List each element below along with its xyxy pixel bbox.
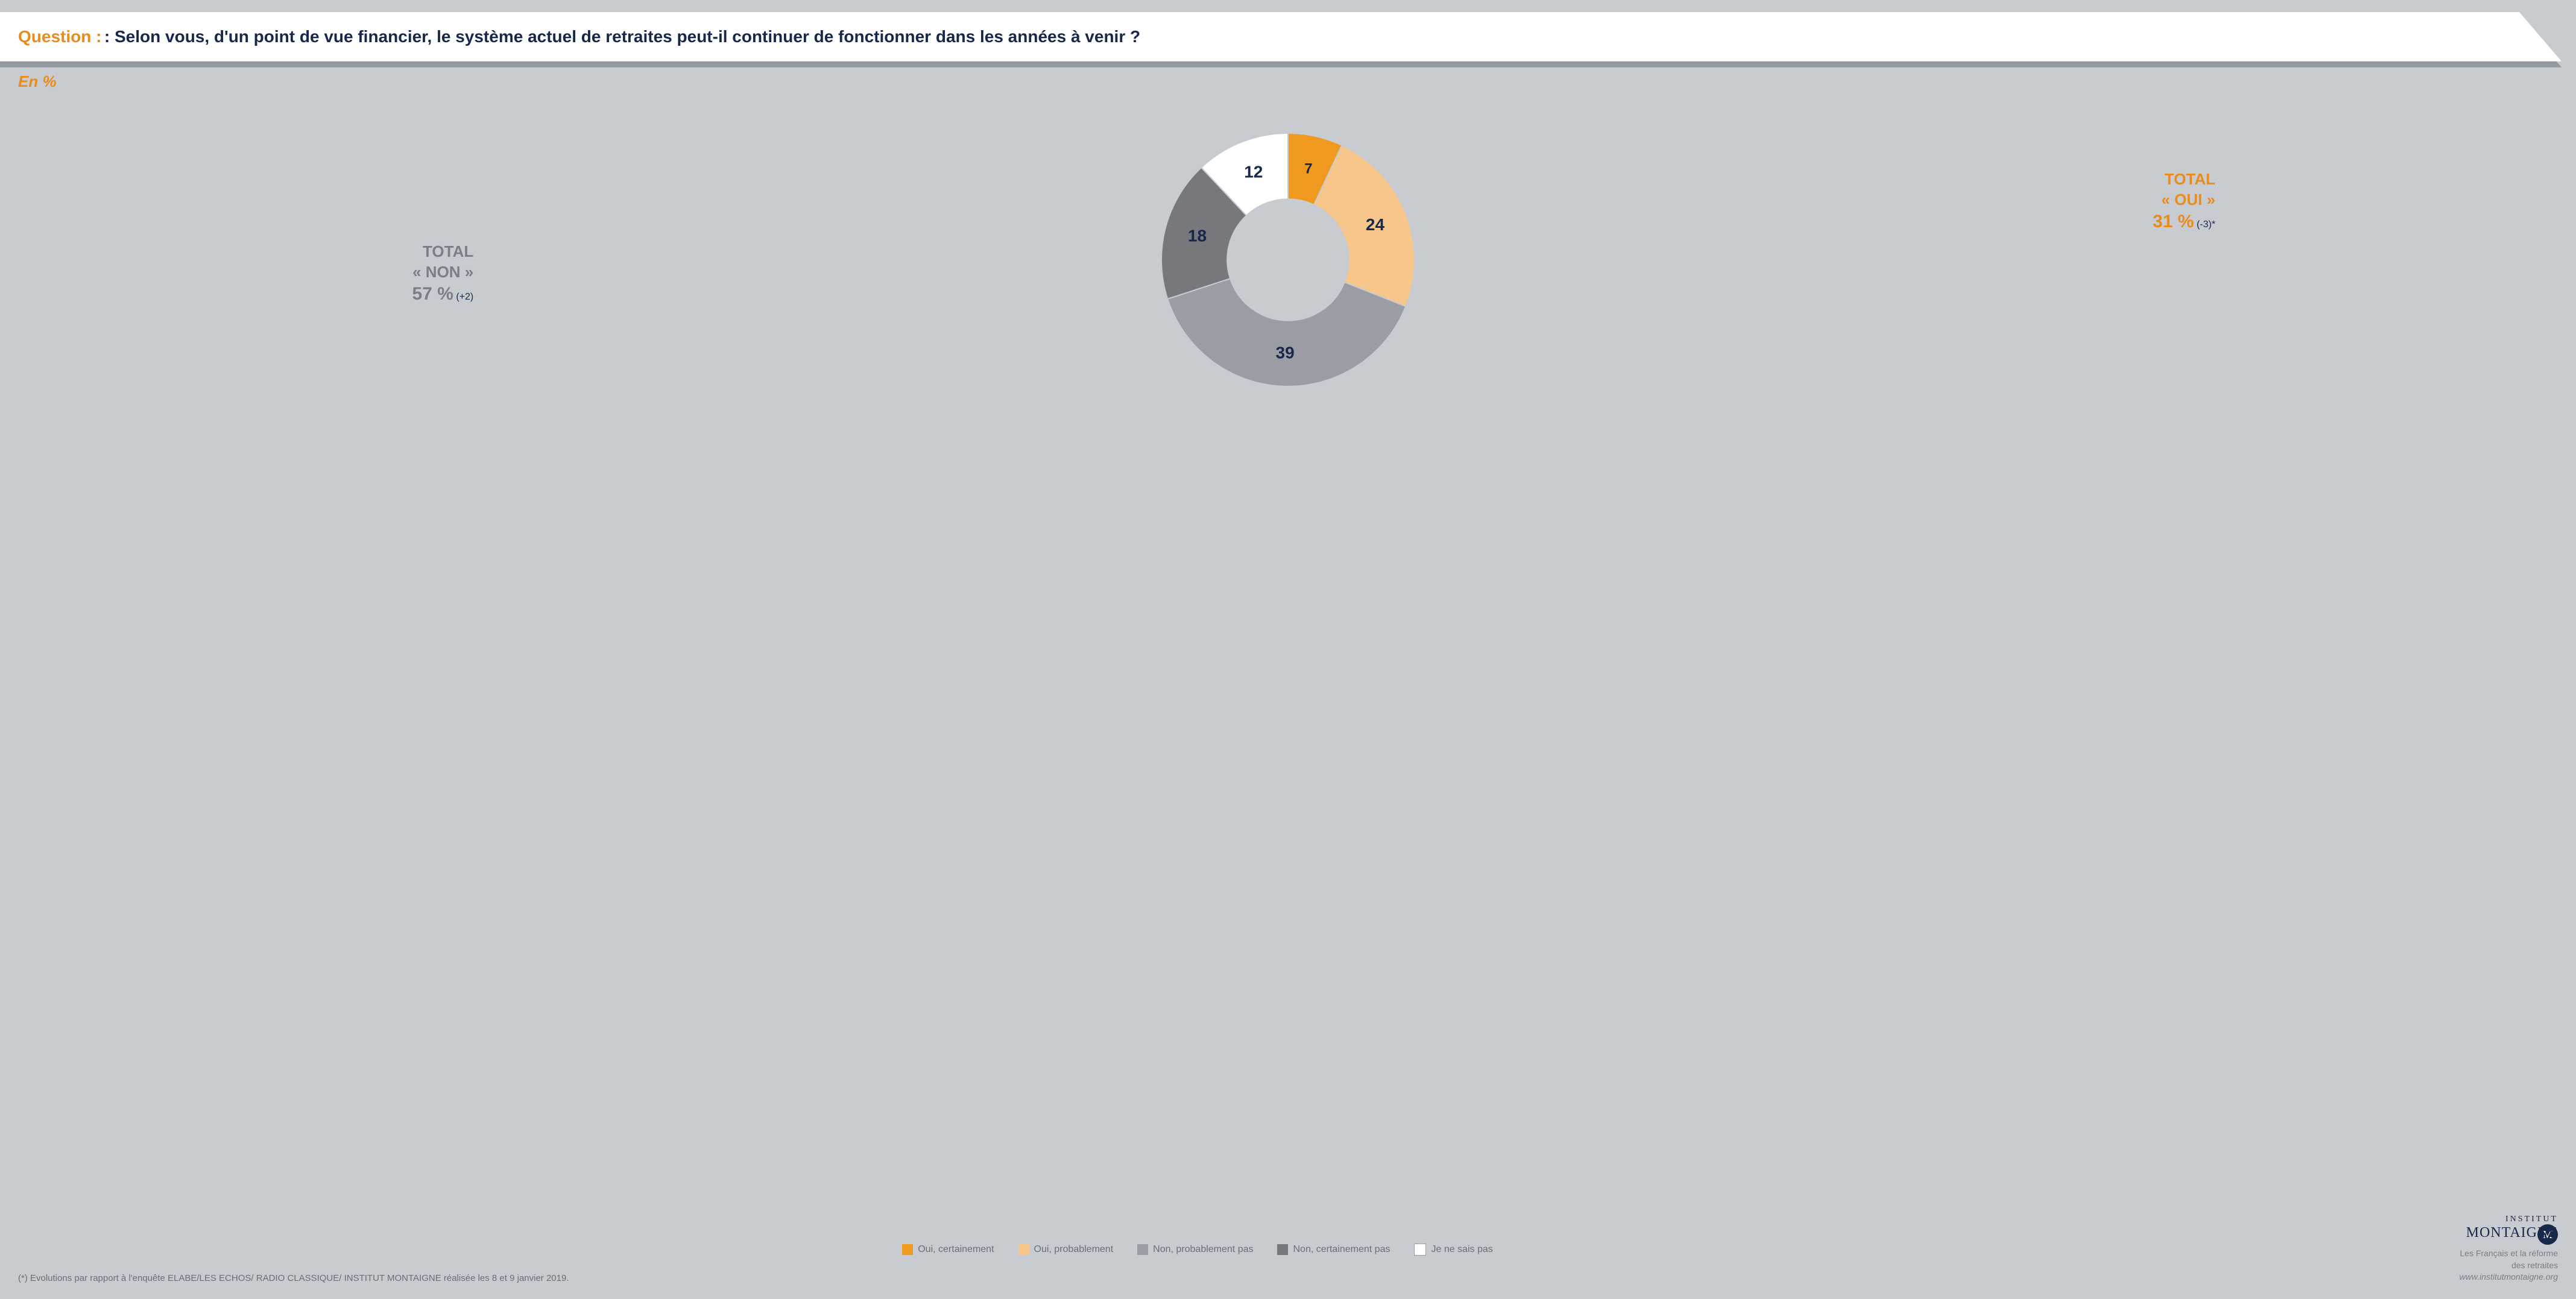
institute-line2: MONTAIGNE [2460, 1223, 2558, 1244]
question-banner: Question : : Selon vous, d'un point de v… [0, 12, 2576, 61]
question-prefix: Question : [18, 27, 101, 46]
legend-label-nsp: Je ne sais pas [1431, 1244, 1492, 1255]
legend-item-oui_cert: Oui, certainement [902, 1244, 994, 1256]
question-text: : Selon vous, d'un point de vue financie… [104, 27, 1140, 46]
total-oui-box: TOTAL « OUI » 31 % (-3)* [2153, 169, 2215, 234]
total-non-value: 57 % [412, 284, 453, 304]
total-non-box: TOTAL « NON » 57 % (+2) [412, 242, 474, 306]
slice-value-non_cert: 18 [1188, 226, 1207, 245]
legend-item-non_prob: Non, probablement pas [1137, 1244, 1253, 1256]
legend-label-oui_cert: Oui, certainement [918, 1244, 994, 1255]
legend-swatch-oui_cert [902, 1244, 913, 1255]
chart-area: 7 24 39 18 12 TOTAL « OUI » 31 % (-3)* TOTAL… [0, 91, 2576, 429]
total-oui-line1: TOTAL [2153, 169, 2215, 190]
legend-item-non_cert: Non, certainement pas [1277, 1244, 1390, 1256]
footer-url: www.institutmontaigne.org [2460, 1271, 2558, 1283]
total-oui-line2: « OUI » [2153, 190, 2215, 210]
footer-tagline2: des retraites [2460, 1260, 2558, 1272]
total-non-line2: « NON » [412, 262, 474, 283]
legend-label-oui_prob: Oui, probablement [1034, 1244, 1114, 1255]
legend: Oui, certainement Oui, probablement Non, p… [0, 1244, 2395, 1256]
legend-swatch-non_prob [1137, 1244, 1148, 1255]
slice-value-non_prob: 39 [1276, 343, 1295, 362]
legend-swatch-non_cert [1277, 1244, 1288, 1255]
slice-non_prob [1167, 278, 1406, 386]
unit-label: En % [18, 72, 2576, 91]
legend-swatch-nsp [1414, 1244, 1426, 1256]
total-oui-delta: (-3)* [2197, 219, 2215, 230]
slice-value-nsp: 12 [1244, 162, 1263, 181]
legend-item-nsp: Je ne sais pas [1414, 1244, 1492, 1256]
total-non-delta: (+2) [456, 292, 473, 302]
footer-right: INSTITUT MONTAIGNE Les Français et la ré… [2460, 1213, 2558, 1283]
legend-swatch-oui_prob [1018, 1244, 1029, 1255]
footnote: (*) Evolutions par rapport à l'enquête E… [18, 1273, 569, 1283]
legend-label-non_cert: Non, certainement pas [1293, 1244, 1390, 1255]
legend-label-non_prob: Non, probablement pas [1153, 1244, 1253, 1255]
donut-chart: 7 24 39 18 12 [1149, 121, 1427, 398]
banner: Question : : Selon vous, d'un point de v… [0, 12, 2562, 61]
slice-value-oui_cert: 7 [1304, 160, 1312, 177]
legend-item-oui_prob: Oui, probablement [1018, 1244, 1114, 1256]
total-non-line1: TOTAL [412, 242, 474, 262]
slice-value-oui_prob: 24 [1366, 215, 1385, 234]
footer-tagline1: Les Français et la réforme [2460, 1248, 2558, 1260]
total-oui-value: 31 % [2153, 212, 2194, 231]
